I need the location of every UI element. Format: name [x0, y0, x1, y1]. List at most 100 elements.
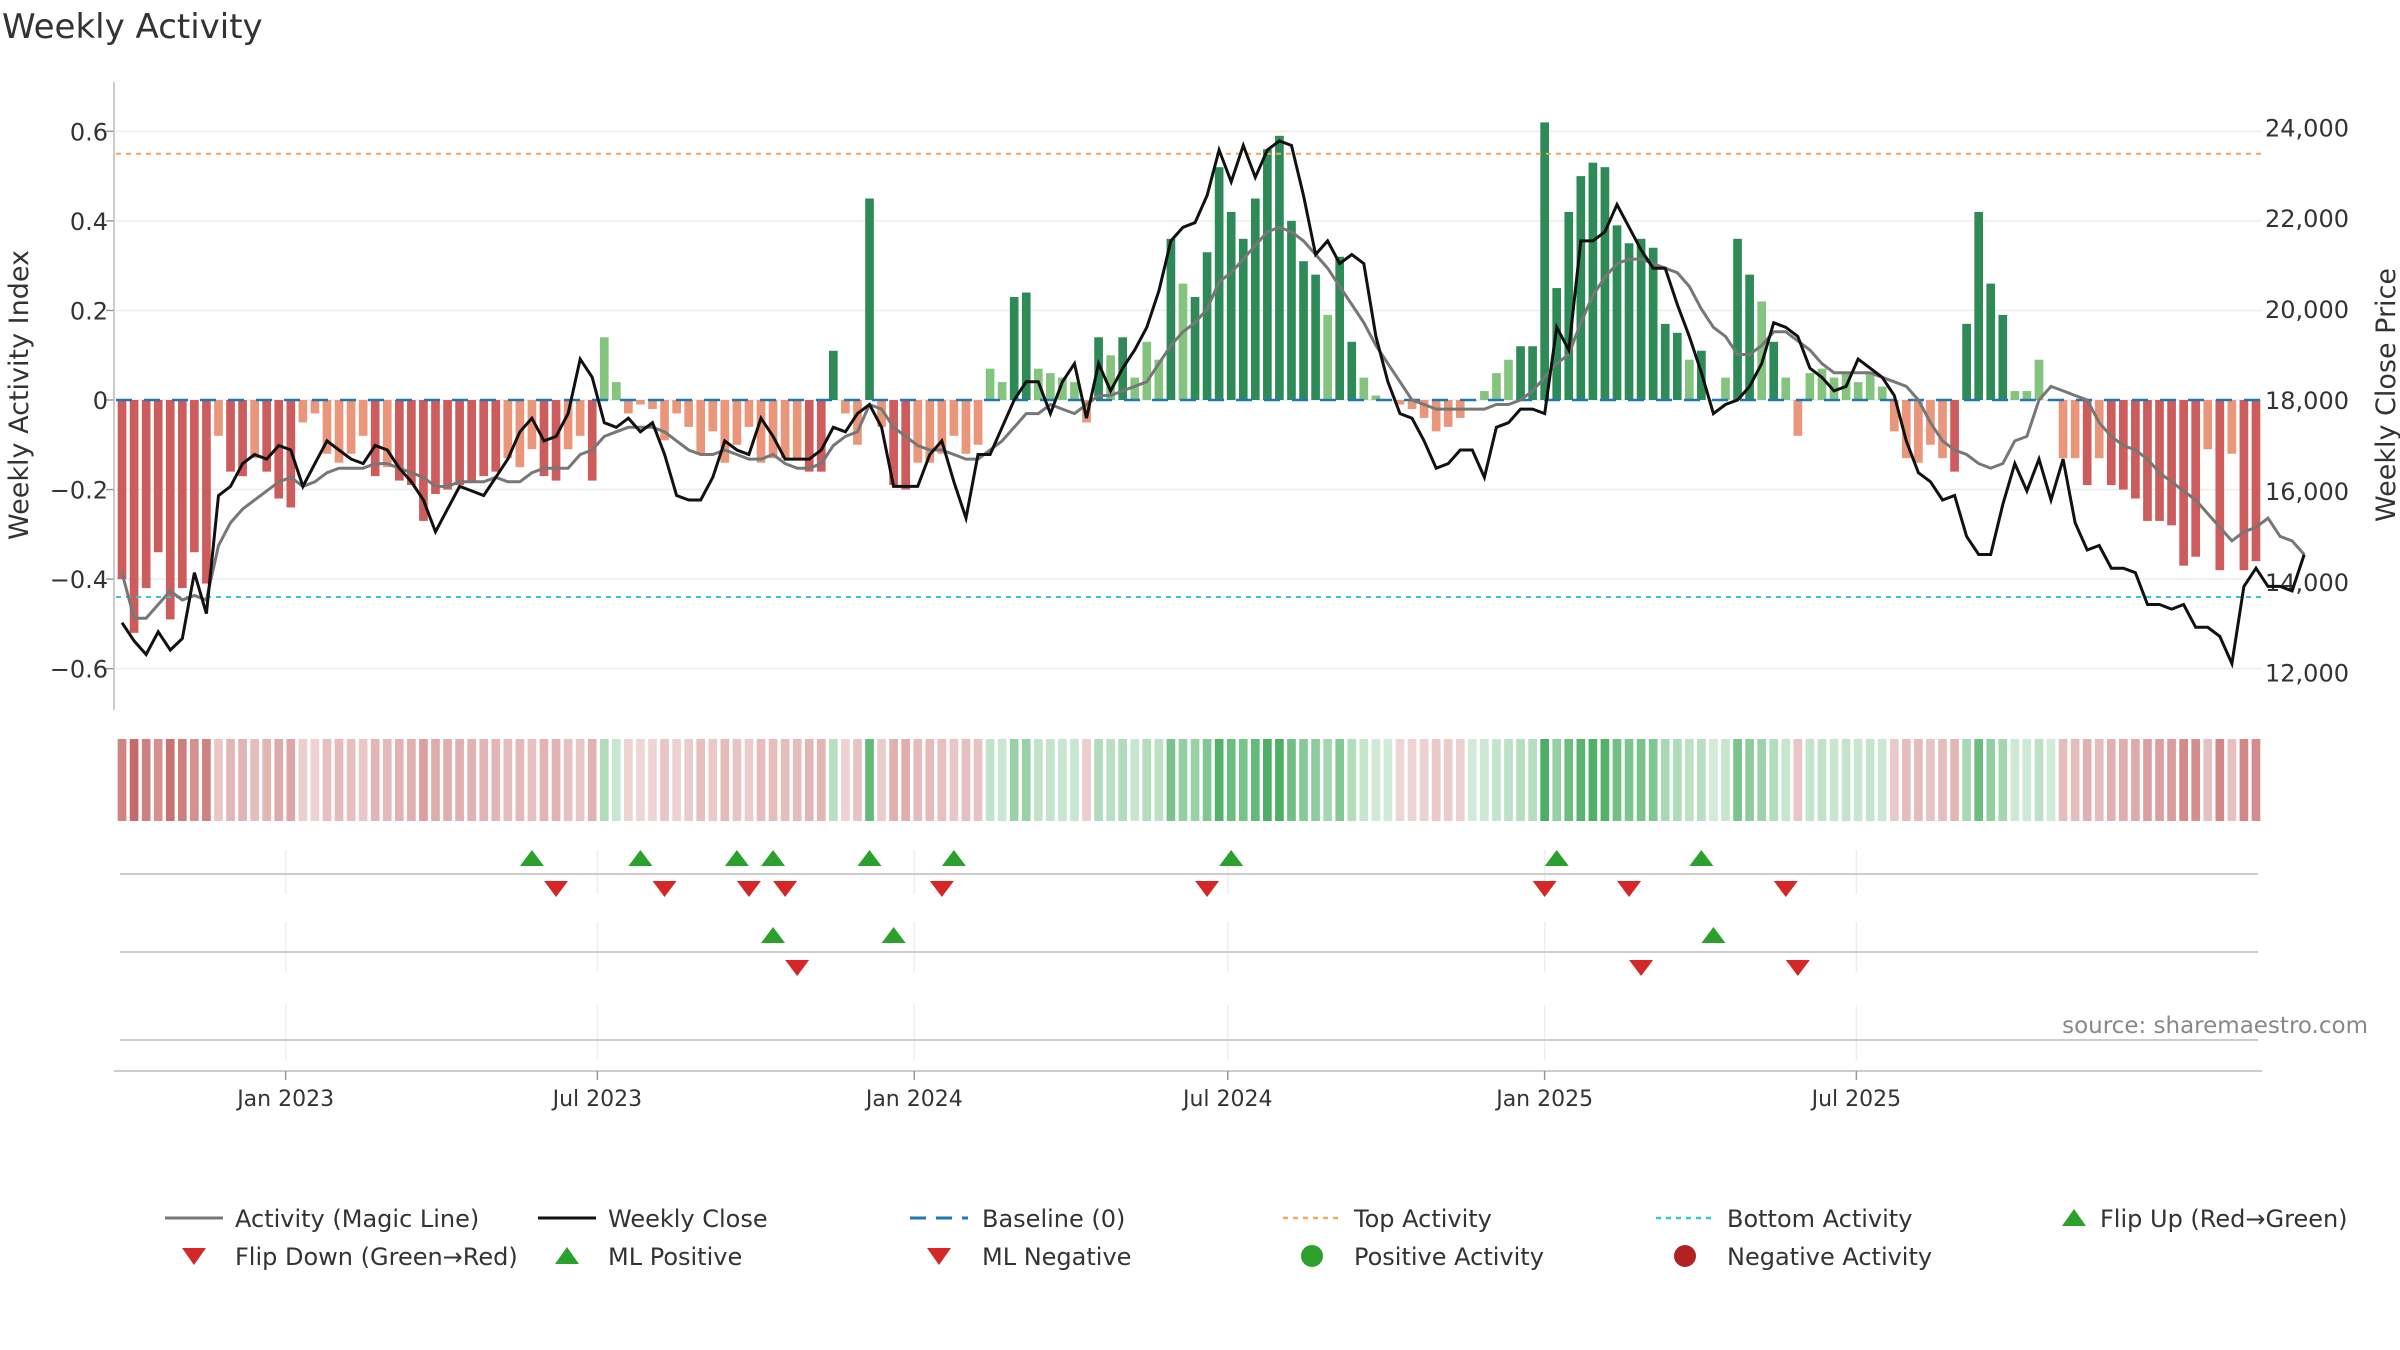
activity-bar: [599, 337, 609, 400]
activity-bar: [1106, 355, 1115, 400]
heat-cell: [1745, 739, 1754, 821]
heat-cell: [2131, 739, 2140, 821]
activity-bar: [2179, 400, 2188, 566]
heat-cell: [1166, 739, 1176, 821]
heat-cell: [1021, 739, 1031, 821]
activity-bar: [1865, 373, 1875, 400]
activity-bar: [636, 400, 645, 405]
heat-cell: [310, 739, 320, 821]
activity-bar: [1576, 176, 1586, 400]
activity-bar: [1853, 382, 1863, 400]
activity-bar: [563, 400, 573, 450]
legend-label: Weekly Close: [608, 1205, 768, 1233]
flip-down-marker: [1617, 881, 1642, 897]
heat-cell: [1347, 739, 1357, 821]
heat-cell: [1311, 739, 1320, 821]
heat-cell: [2155, 739, 2164, 821]
heat-cell: [1190, 739, 1200, 821]
activity-bar: [1190, 297, 1200, 400]
heat-cell: [1914, 739, 1923, 821]
heat-cell: [2010, 739, 2020, 821]
flip-up-marker: [857, 850, 882, 866]
heat-cell: [1902, 739, 1911, 821]
heat-cell: [2239, 739, 2249, 821]
activity-bar: [153, 400, 163, 553]
heat-cell: [2119, 739, 2128, 821]
heat-cell: [1877, 739, 1887, 821]
chart-title: Weekly Activity: [2, 7, 263, 47]
legend: Activity (Magic Line) Weekly Close Baselin…: [165, 1205, 2348, 1271]
activity-bar: [1540, 122, 1549, 400]
heat-cell: [1636, 739, 1646, 821]
activity-bar: [1914, 400, 1923, 463]
activity-bar: [1480, 391, 1489, 400]
activity-bar: [455, 400, 464, 486]
ml-negative-marker: [785, 960, 810, 976]
activity-bar: [1962, 323, 1971, 400]
activity-bar: [1588, 162, 1598, 400]
heat-cell: [841, 739, 850, 821]
heat-cell: [853, 739, 862, 821]
y-tick-label: −0.2: [50, 477, 108, 505]
legend-label: Activity (Magic Line): [235, 1205, 479, 1233]
activity-bar: [1202, 252, 1212, 400]
heat-cell: [660, 739, 669, 821]
activity-bar: [2251, 400, 2261, 562]
heat-cell: [1829, 739, 1839, 821]
heat-cell: [792, 739, 802, 821]
heat-cell: [250, 739, 259, 821]
activity-bar: [1250, 198, 1260, 400]
heat-cell: [1323, 739, 1332, 821]
heat-cell: [1998, 739, 2008, 821]
activity-bar: [877, 400, 886, 427]
weekly-close-line: [120, 139, 2306, 669]
y-tick-label: −0.4: [50, 566, 108, 594]
heat-cell: [997, 739, 1007, 821]
flip-up-marker: [1219, 850, 1244, 866]
heat-cell: [1865, 739, 1875, 821]
heat-cell: [165, 739, 175, 821]
heat-cell: [1926, 739, 1935, 821]
heat-cell: [1564, 739, 1574, 821]
heat-cell: [1660, 739, 1670, 821]
y-tick-label: 0.4: [70, 208, 108, 236]
activity-bar: [1769, 341, 1779, 400]
ml-positive-marker: [761, 927, 786, 943]
activity-bar: [1733, 238, 1742, 400]
activity-bar: [1552, 288, 1562, 400]
heat-cell: [1046, 739, 1055, 821]
heat-cell: [190, 739, 199, 821]
activity-bar: [298, 400, 308, 423]
activity-bar: [2034, 359, 2044, 400]
heat-cell: [961, 739, 971, 821]
heat-cell: [1467, 739, 1477, 821]
activity-bar: [1431, 400, 1441, 432]
heat-cell: [1600, 739, 1610, 821]
activity-bar: [901, 400, 911, 490]
legend-swatch: [2062, 1209, 2086, 1226]
heat-cell: [455, 739, 464, 821]
activity-bar: [1902, 400, 1911, 459]
activity-bar: [1986, 283, 1996, 400]
heat-cell: [925, 739, 935, 821]
heat-cell: [985, 739, 995, 821]
heat-cell: [1793, 739, 1803, 821]
activity-bar: [479, 400, 489, 477]
activity-bar: [925, 400, 935, 463]
x-tick-label: Jan 2025: [1494, 1087, 1593, 1112]
activity-bar: [1721, 377, 1730, 400]
activity-bar: [467, 400, 476, 481]
legend-swatch: [182, 1248, 206, 1265]
activity-bar: [2106, 400, 2116, 486]
y-tick-label: 0.2: [70, 297, 108, 325]
heat-cell: [2251, 739, 2261, 821]
activity-bar: [346, 400, 356, 454]
activity-bar: [2167, 400, 2176, 526]
activity-bar: [503, 400, 513, 459]
heat-cell: [684, 739, 694, 821]
activity-bar: [660, 400, 669, 441]
activity-bar: [358, 400, 368, 436]
heat-cell: [1178, 739, 1188, 821]
magic-line: [120, 225, 2306, 620]
legend-swatch: [927, 1248, 951, 1265]
